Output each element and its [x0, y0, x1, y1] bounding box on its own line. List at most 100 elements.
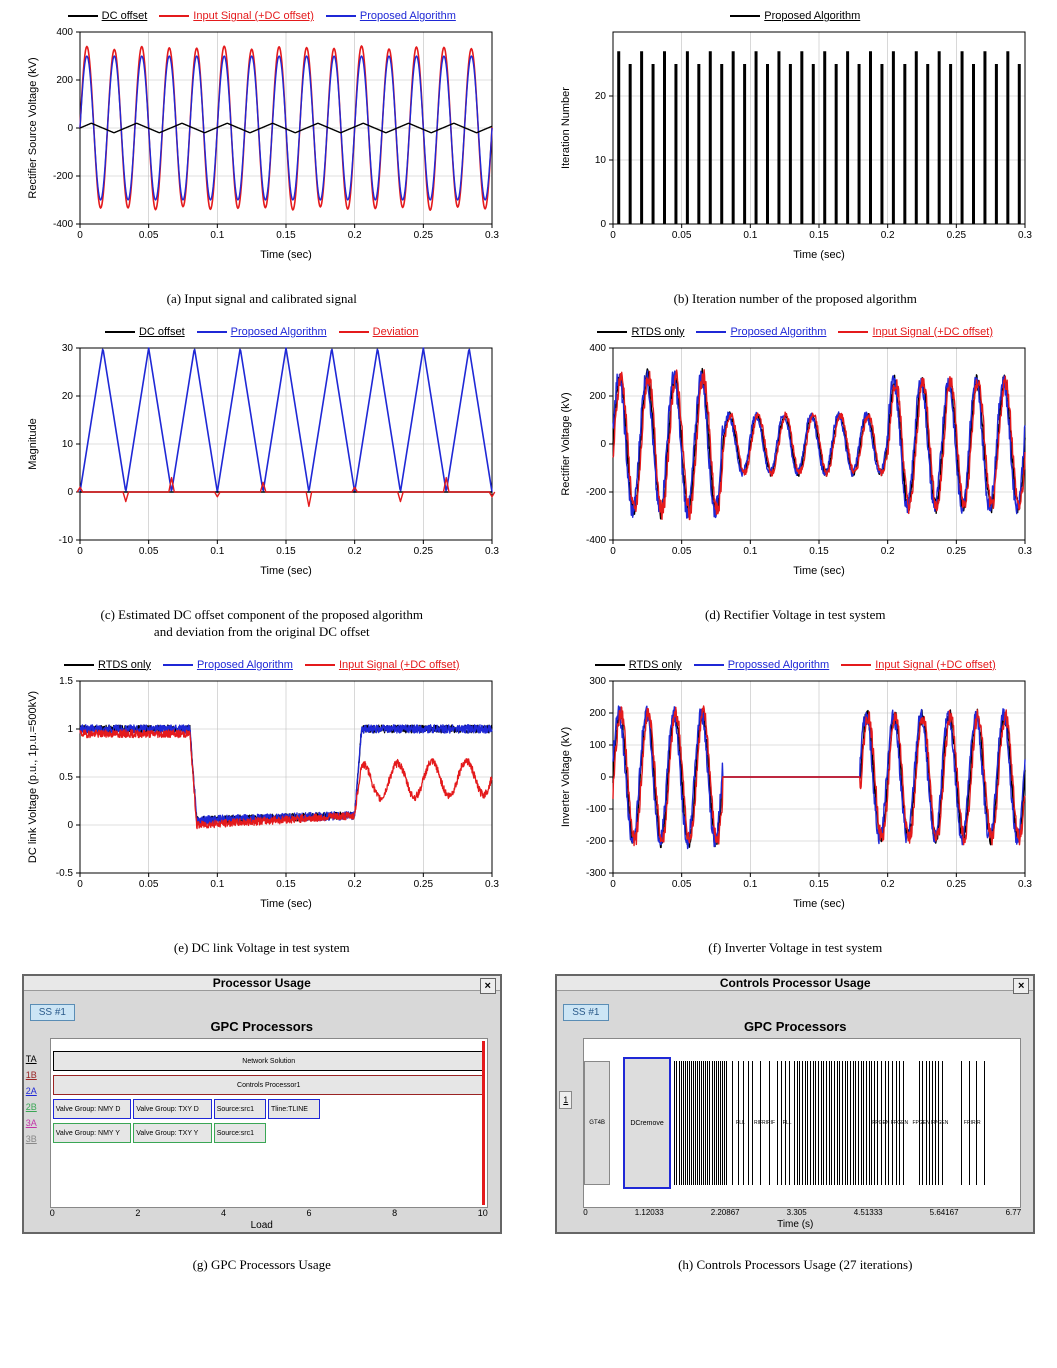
svg-text:0.1: 0.1 [210, 879, 224, 890]
caption-c: (c) Estimated DC offset component of the… [100, 606, 423, 641]
legend-b: Proposed Algorithm [730, 10, 860, 22]
svg-text:300: 300 [590, 676, 607, 687]
svg-text:0: 0 [67, 123, 73, 134]
svg-text:0.3: 0.3 [1018, 230, 1032, 241]
window-title-h: Controls Processor Usage [720, 976, 871, 990]
svg-text:0.3: 0.3 [485, 230, 499, 241]
svg-text:Time (sec): Time (sec) [260, 249, 312, 261]
svg-text:0: 0 [77, 546, 83, 557]
legend-item: Input Signal (+DC offset) [305, 659, 460, 671]
svg-text:20: 20 [62, 391, 74, 402]
svg-text:0: 0 [610, 230, 616, 241]
panel-e: RTDS only Proposed Algorithm Input Signal… [10, 659, 514, 957]
svg-text:200: 200 [590, 391, 607, 402]
svg-text:Iteration Number: Iteration Number [560, 87, 572, 169]
svg-text:0.15: 0.15 [810, 546, 830, 557]
proc-plot-h: GT4BDCremovePLLRIFRIRIFPLLFPGEN FPGENFPG… [583, 1038, 1021, 1208]
chart-b: 00.050.10.150.20.250.301020Time (sec)Ite… [555, 24, 1035, 264]
svg-text:0.2: 0.2 [881, 879, 895, 890]
panel-h: Controls Processor Usage × SS #1 GPC Pro… [544, 974, 1048, 1274]
svg-text:400: 400 [590, 343, 607, 354]
svg-text:0: 0 [601, 772, 607, 783]
legend-e: RTDS only Proposed Algorithm Input Signal… [64, 659, 460, 671]
svg-text:0: 0 [77, 879, 83, 890]
legend-item: Proposed Algorithm [197, 326, 327, 338]
svg-text:DC link Voltage (p.u., 1p.u.=5: DC link Voltage (p.u., 1p.u.=500kV) [27, 691, 39, 863]
svg-text:0: 0 [610, 879, 616, 890]
svg-text:0: 0 [610, 546, 616, 557]
svg-text:0.1: 0.1 [210, 546, 224, 557]
svg-text:-0.5: -0.5 [56, 868, 74, 879]
legend-item: DC offset [68, 10, 148, 22]
window-titlebar-h: Controls Processor Usage × [557, 976, 1033, 991]
panel-a: DC offset Input Signal (+DC offset) Propos… [10, 10, 514, 308]
legend-item: Deviation [339, 326, 419, 338]
chart-f: 00.050.10.150.20.250.3-300-200-100010020… [555, 673, 1035, 913]
svg-text:-200: -200 [586, 836, 606, 847]
proc-xticks-g: 0246810 [50, 1208, 488, 1218]
svg-text:Magnitude: Magnitude [27, 418, 39, 469]
legend-c: DC offset Proposed Algorithm Deviation [105, 326, 419, 338]
caption-b: (b) Iteration number of the proposed alg… [674, 290, 917, 308]
panel-c: DC offset Proposed Algorithm Deviation 0 0… [10, 326, 514, 641]
svg-text:0.1: 0.1 [744, 230, 758, 241]
svg-text:0.5: 0.5 [59, 772, 73, 783]
legend-item: RTDS only [595, 659, 682, 671]
legend-item: Input Signal (+DC offset) [838, 326, 993, 338]
proc-heading-h: GPC Processors [565, 1019, 1025, 1034]
svg-text:0.2: 0.2 [347, 230, 361, 241]
svg-text:10: 10 [595, 155, 607, 166]
svg-text:-200: -200 [586, 487, 606, 498]
legend-a: DC offset Input Signal (+DC offset) Propos… [68, 10, 456, 22]
panel-f: RTDS onlyPropossed Algorithm Input Signa… [544, 659, 1048, 957]
legend-item: Proposed Algorithm [696, 326, 826, 338]
svg-text:0: 0 [77, 230, 83, 241]
legend-item: Proposed Algorithm [326, 10, 456, 22]
chart-c: 00.050.10.150.20.250.3-100102030Time (se… [22, 340, 502, 580]
legend-item: Input Signal (+DC offset) [159, 10, 314, 22]
svg-text:1: 1 [67, 724, 73, 735]
svg-text:0.15: 0.15 [276, 546, 296, 557]
proc-xlabel-g: Load [32, 1220, 492, 1231]
svg-text:Time (sec): Time (sec) [793, 565, 845, 577]
chart-e: 00.050.10.150.20.250.3-0.500.511.5Time (… [22, 673, 502, 913]
svg-text:200: 200 [56, 75, 73, 86]
caption-a: (a) Input signal and calibrated signal [167, 290, 357, 308]
svg-text:0.15: 0.15 [276, 879, 296, 890]
svg-text:30: 30 [62, 343, 74, 354]
svg-text:-400: -400 [53, 219, 73, 230]
svg-text:20: 20 [595, 91, 607, 102]
proc-plot-g: Network SolutionControls Processor1Valve… [50, 1038, 488, 1208]
svg-text:0: 0 [67, 487, 73, 498]
legend-item: Input Signal (+DC offset) [841, 659, 996, 671]
proc-side-labels-g: TA1B2A2B3A3B [26, 1051, 37, 1147]
svg-text:0.3: 0.3 [485, 879, 499, 890]
svg-text:0.2: 0.2 [347, 879, 361, 890]
svg-text:0.15: 0.15 [810, 230, 830, 241]
svg-text:0.25: 0.25 [947, 230, 967, 241]
processor-window-g: Processor Usage × SS #1 GPC Processors T… [22, 974, 502, 1234]
legend-item: RTDS only [64, 659, 151, 671]
chart-a: 00.050.10.150.20.250.3-400-2000200400Tim… [22, 24, 502, 264]
svg-text:0.05: 0.05 [672, 546, 692, 557]
proc-xticks-h: 01.120332.208673.3054.513335.641676.77 [583, 1208, 1021, 1217]
svg-text:0.15: 0.15 [810, 879, 830, 890]
caption-g: (g) GPC Processors Usage [193, 1256, 331, 1274]
svg-text:200: 200 [590, 708, 607, 719]
svg-text:-200: -200 [53, 171, 73, 182]
svg-text:0.05: 0.05 [672, 879, 692, 890]
panel-d: RTDS onlyProposed Algorithm Input Signal… [544, 326, 1048, 641]
svg-text:0: 0 [601, 219, 607, 230]
window-titlebar-g: Processor Usage × [24, 976, 500, 991]
legend-item: Proposed Algorithm [730, 10, 860, 22]
panel-g: Processor Usage × SS #1 GPC Processors T… [10, 974, 514, 1274]
svg-text:Time (sec): Time (sec) [793, 898, 845, 910]
caption-d: (d) Rectifier Voltage in test system [705, 606, 885, 624]
legend-item: Proposed Algorithm [163, 659, 293, 671]
svg-text:Rectifier Source Voltage (kV): Rectifier Source Voltage (kV) [27, 57, 39, 198]
svg-text:Rectifier Voltage (kV): Rectifier Voltage (kV) [560, 392, 572, 495]
legend-item: DC offset [105, 326, 185, 338]
svg-text:0.25: 0.25 [947, 879, 967, 890]
svg-text:0.05: 0.05 [139, 879, 159, 890]
legend-f: RTDS onlyPropossed Algorithm Input Signa… [595, 659, 996, 671]
